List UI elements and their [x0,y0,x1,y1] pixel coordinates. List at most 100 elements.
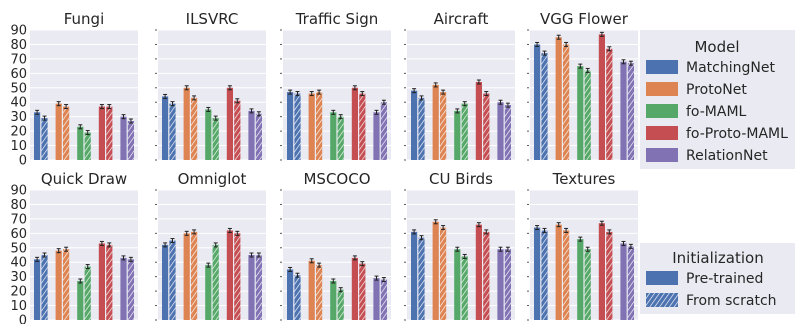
bar-hatch [440,92,447,160]
y-tick-label: 70 [10,52,27,67]
bar-protonet-pretrained [432,219,439,320]
bar-matchingnet-pretrained [34,109,41,160]
panel-title: Fungi [64,10,105,28]
panel-background [30,30,138,160]
bar-fo-maml-pretrained [330,109,337,160]
bar-hatch [418,237,425,320]
panel-title: Quick Draw [41,170,127,188]
bar-fill [183,87,190,160]
bar-fill [287,269,294,320]
bar-protonet-pretrained [555,34,562,160]
bar-fo-proto-maml-pretrained [351,85,358,160]
bar-hatch [234,100,241,160]
legend-swatch-hatch [646,293,678,307]
bar-fill [620,243,627,320]
panel-aircraft: Aircraft [404,10,515,161]
bar-fo-proto-maml-scratch [106,242,113,320]
bar-protonet-pretrained [55,101,62,160]
bar-hatch [169,240,176,320]
bar-hatch [41,255,48,320]
bar-fill [598,223,605,320]
bar-matchingnet-scratch [41,115,48,160]
bar-fo-proto-maml-pretrained [351,255,358,320]
bar-fill [598,34,605,161]
legend-label: Pre-trained [686,271,763,287]
bar-hatch [563,44,570,160]
bar-hatch [169,103,176,160]
bar-fill [577,239,584,320]
bar-fill [497,249,504,320]
bar-fill [577,66,584,160]
panel-vgg-flower: VGG Flower [527,10,638,161]
legend-swatch [646,148,678,162]
bar-relationnet-pretrained [248,108,255,160]
bar-protonet-scratch [316,89,323,160]
panel-background [158,190,266,320]
bar-matchingnet-pretrained [34,256,41,320]
bar-hatch [380,279,387,320]
bar-fill [55,103,62,160]
legend-swatch [646,60,678,74]
bar-hatch [380,102,387,160]
bar-fill [475,224,482,320]
bar-relationnet-scratch [255,111,262,160]
bar-protonet-pretrained [183,230,190,320]
bar-hatch [483,93,490,160]
bar-protonet-pretrained [308,258,315,320]
bar-fill [77,281,84,320]
bar-fill [351,257,358,320]
bar-hatch [337,116,344,160]
legend-initialization: Initialization Pre-trained From scratch [640,243,795,314]
y-tick-label: 0 [19,314,27,324]
legend-background [640,30,795,169]
bar-matchingnet-scratch [169,238,176,320]
bar-fo-proto-maml-pretrained [475,222,482,320]
bar-matchingnet-pretrained [287,266,294,320]
bar-fill [34,259,41,320]
bar-hatch [106,244,113,320]
legend-title: Initialization [672,249,763,267]
y-tick-label: 20 [10,125,27,140]
bar-fo-maml-pretrained [577,236,584,320]
bar-hatch [563,230,570,320]
bar-hatch [606,231,613,320]
bar-relationnet-pretrained [120,114,127,160]
legend-title: Model [694,38,739,56]
bar-fill [432,221,439,320]
bar-protonet-scratch [316,262,323,320]
bar-fo-proto-maml-pretrained [475,79,482,160]
bar-relationnet-scratch [127,118,134,160]
bar-matchingnet-scratch [294,91,301,160]
bar-hatch [584,249,591,320]
legend-label: ProtoNet [686,82,747,98]
bar-fill [120,116,127,160]
bar-protonet-scratch [563,41,570,160]
bar-relationnet-pretrained [620,240,627,320]
bar-hatch [191,231,198,320]
panel-title: Traffic Sign [295,10,379,28]
panel-background [158,30,266,160]
bar-hatch [316,265,323,320]
bar-hatch [418,97,425,160]
bar-matchingnet-scratch [541,227,548,320]
bar-hatch [294,275,301,320]
bar-hatch [541,230,548,320]
bar-hatch [191,97,198,160]
bar-fill [497,102,504,160]
bar-fill [55,250,62,320]
panel-background [407,190,515,320]
y-tick-label: 50 [10,241,27,256]
bar-hatch [41,118,48,160]
panel-mscoco: MSCOCO [280,170,391,321]
bar-fill [308,93,315,160]
bar-fill [330,281,337,320]
bar-relationnet-scratch [127,256,134,320]
panel-background [283,190,391,320]
bar-protonet-pretrained [432,82,439,160]
legend-model: Model MatchingNet ProtoNet fo-MAML fo-Proto-… [640,30,795,169]
bar-fo-maml-scratch [212,242,219,320]
panel-omniglot: Omniglot [155,170,266,321]
bar-fill [534,44,541,160]
